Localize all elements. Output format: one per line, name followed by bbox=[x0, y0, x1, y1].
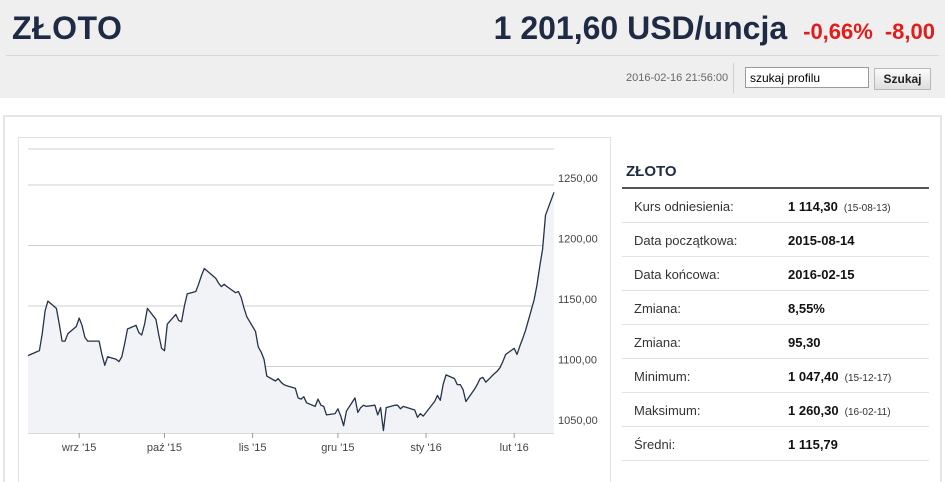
x-tick-label: wrz '15 bbox=[61, 442, 97, 454]
stats-value: 1 114,30 (15-08-13) bbox=[788, 199, 891, 214]
stats-row: Średni: 1 115,79 bbox=[622, 427, 929, 461]
stats-label: Data końcowa: bbox=[634, 267, 720, 282]
stats-label: Kurs odniesienia: bbox=[634, 199, 734, 214]
stats-value-text: 8,55% bbox=[788, 301, 825, 316]
y-tick-label: 1050,00 bbox=[558, 415, 598, 427]
x-tick-label: lut '16 bbox=[500, 442, 529, 454]
stats-rule bbox=[622, 187, 929, 189]
stats-value-text: 95,30 bbox=[788, 335, 821, 350]
quote-timestamp: 2016-02-16 21:56:00 bbox=[626, 72, 729, 84]
stats-label: Zmiana: bbox=[634, 335, 681, 350]
stats-value-text: 1 115,79 bbox=[788, 437, 838, 452]
stats-value-text: 2015-08-14 bbox=[788, 233, 855, 248]
stats-row: Zmiana: 8,55% bbox=[622, 291, 929, 325]
stats-value-text: 1 260,30 bbox=[788, 403, 839, 418]
stats-value: 8,55% bbox=[788, 301, 825, 316]
stats-row: Data końcowa: 2016-02-15 bbox=[622, 257, 929, 291]
stats-value-text: 2016-02-15 bbox=[788, 267, 855, 282]
y-tick-label: 1200,00 bbox=[558, 233, 598, 245]
stats-value: 95,30 bbox=[788, 335, 821, 350]
change-absolute: -8,00 bbox=[884, 19, 935, 44]
y-tick-label: 1150,00 bbox=[558, 294, 597, 306]
price-line bbox=[27, 192, 555, 432]
x-tick-label: lis '15 bbox=[239, 442, 267, 454]
y-tick-label: 1100,00 bbox=[558, 354, 597, 366]
header-bar: ZŁOTO 1 201,60 USD/uncja -0,66% -8,00 20… bbox=[0, 0, 945, 98]
stats-value: 1 047,40 (15-12-17) bbox=[788, 369, 891, 384]
stats-row: Zmiana: 95,30 bbox=[622, 325, 929, 359]
header-divider bbox=[6, 55, 939, 56]
page-title: ZŁOTO bbox=[12, 10, 123, 46]
stats-row: Kurs odniesienia: 1 114,30 (15-08-13) bbox=[622, 189, 929, 223]
x-tick-label: paź '15 bbox=[147, 442, 182, 454]
price-block: 1 201,60 USD/uncja -0,66% -8,00 bbox=[494, 10, 935, 47]
x-tick-label: sty '16 bbox=[410, 442, 441, 454]
profile-search-input[interactable] bbox=[745, 67, 869, 88]
stats-value-text: 1 047,40 bbox=[788, 369, 839, 384]
stats-row: Maksimum: 1 260,30 (16-02-11) bbox=[622, 393, 929, 427]
search-button[interactable]: Szukaj bbox=[874, 68, 931, 90]
stats-label: Minimum: bbox=[634, 369, 691, 384]
stats-label: Data początkowa: bbox=[634, 233, 738, 248]
stats-value-text: 1 114,30 bbox=[788, 199, 838, 214]
x-tick-label: gru '15 bbox=[321, 442, 354, 454]
chart-frame bbox=[18, 137, 611, 482]
toolbar-separator bbox=[733, 63, 734, 93]
stats-title: ZŁOTO bbox=[626, 163, 677, 180]
stats-date: (15-12-17) bbox=[844, 373, 892, 384]
price-area bbox=[28, 192, 554, 433]
y-axis: 1050,00 1100,00 1150,00 1200,00 1250,00 bbox=[558, 173, 598, 427]
price-chart: 1050,00 1100,00 1150,00 1200,00 1250,00 wrz … bbox=[27, 148, 598, 454]
stats-date: (16-02-11) bbox=[844, 407, 891, 418]
stats-value: 1 115,79 bbox=[788, 437, 838, 452]
stats-row: Minimum: 1 047,40 (15-12-17) bbox=[622, 359, 929, 393]
stats-date: (15-08-13) bbox=[843, 203, 891, 214]
stats-label: Średni: bbox=[634, 437, 676, 452]
change-percent: -0,66% bbox=[803, 19, 873, 44]
stats-value: 2015-08-14 bbox=[788, 233, 855, 248]
current-price: 1 201,60 USD/uncja bbox=[493, 10, 788, 46]
stats-row: Data początkowa: 2015-08-14 bbox=[622, 223, 929, 257]
stats-label: Zmiana: bbox=[634, 301, 681, 316]
stats-label: Maksimum: bbox=[634, 403, 701, 418]
x-axis: wrz '15 paź '15 lis '15 gru '15 sty '16 lut '… bbox=[61, 433, 529, 454]
stats-value: 1 260,30 (16-02-11) bbox=[788, 403, 891, 418]
stats-value: 2016-02-15 bbox=[788, 267, 855, 282]
y-tick-label: 1250,00 bbox=[558, 173, 598, 185]
